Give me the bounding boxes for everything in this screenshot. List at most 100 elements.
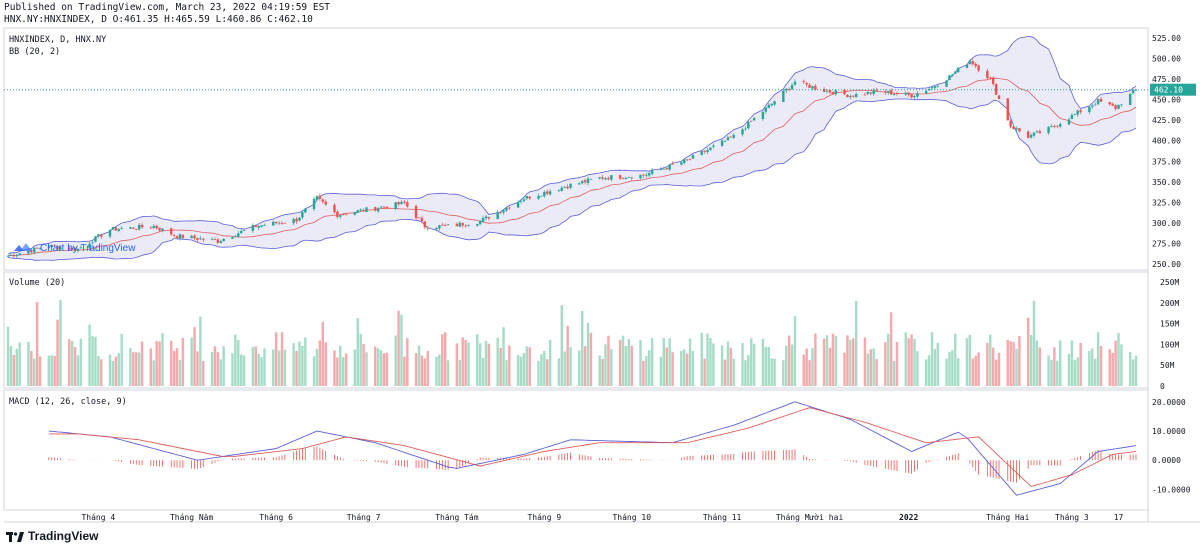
volume-bar <box>100 359 103 386</box>
candle-body <box>589 178 593 180</box>
volume-bar <box>210 351 214 386</box>
candle-body <box>257 226 260 228</box>
price-tick-label: 350.00 <box>1152 178 1181 187</box>
volume-bar <box>312 356 316 386</box>
candle-body <box>38 248 42 250</box>
candle-body <box>254 224 257 228</box>
volume-bar <box>382 353 386 386</box>
volume-tick-label: 100M <box>1160 340 1179 349</box>
volume-bar <box>234 334 237 386</box>
volume-bar <box>537 360 540 386</box>
bollinger-basis <box>7 77 1137 257</box>
candle-body <box>304 208 307 213</box>
bollinger-lower <box>7 98 1137 261</box>
volume-bar <box>467 342 470 386</box>
price-tick-label: 325.00 <box>1152 198 1181 207</box>
volume-bar <box>720 345 724 386</box>
candle-body <box>648 173 651 176</box>
candle-body <box>930 87 934 89</box>
volume-bar <box>1093 358 1097 386</box>
volume-bar <box>904 332 907 386</box>
volume-bar <box>954 333 957 386</box>
volume-bar <box>546 359 549 386</box>
volume-bar <box>140 341 144 386</box>
candle-body <box>94 236 97 242</box>
candle-body <box>627 177 631 178</box>
volume-bar <box>691 351 695 386</box>
candle-body <box>787 89 791 90</box>
volume-bar <box>12 354 16 386</box>
candle-body <box>1050 126 1053 127</box>
volume-bar <box>965 338 969 386</box>
candle-body <box>607 177 610 180</box>
volume-bar <box>583 346 587 386</box>
volume-bar <box>1120 344 1123 386</box>
volume-bar <box>802 354 805 386</box>
volume-bar <box>9 345 13 386</box>
candle-body <box>945 80 948 87</box>
candle-body <box>994 84 998 95</box>
volume-bar <box>341 357 345 386</box>
volume-bar <box>569 347 572 386</box>
time-axis-label: Tháng Mười hai <box>776 512 844 522</box>
candle-body <box>374 207 377 211</box>
volume-bar <box>420 355 424 386</box>
volume-bar <box>117 353 120 386</box>
candle-body <box>802 80 805 82</box>
volume-bar <box>618 339 622 386</box>
candle-body <box>1070 114 1074 120</box>
volume-bar <box>726 341 730 386</box>
ohlc-line: HNX.NY:HNXINDEX, D O:461.35 H:465.59 L:4… <box>4 14 313 25</box>
candle-body <box>193 235 196 239</box>
candle-body <box>1058 124 1062 127</box>
volume-bar <box>951 350 954 386</box>
candle-body <box>199 238 202 240</box>
candle-body <box>543 191 546 197</box>
volume-bar <box>770 358 773 386</box>
volume-bar <box>484 340 488 386</box>
candle-body <box>260 225 263 227</box>
volume-bar <box>199 316 202 386</box>
volume-bar <box>1006 339 1009 386</box>
candle-body <box>356 210 359 213</box>
volume-bar <box>178 360 182 386</box>
candle-body <box>213 239 217 240</box>
tradingview-logo-icon <box>6 531 24 542</box>
candle-body <box>280 223 284 224</box>
macd-tick-label: -10.0000 <box>1152 485 1191 494</box>
volume-bar <box>761 338 765 386</box>
volume-bar <box>464 340 467 386</box>
volume-bar <box>607 335 610 386</box>
volume-bar <box>974 355 977 386</box>
candle-body <box>1047 127 1050 133</box>
volume-bar <box>30 350 33 386</box>
price-tick-label: 300.00 <box>1152 219 1181 228</box>
volume-bar <box>563 351 566 386</box>
candle-body <box>76 248 80 251</box>
candle-body <box>1111 103 1114 106</box>
volume-bar <box>1038 347 1042 386</box>
volume-bar <box>785 345 788 386</box>
candle-body <box>152 225 155 229</box>
volume-bar <box>321 321 325 386</box>
candle-body <box>1079 110 1082 113</box>
volume-bar <box>750 338 753 386</box>
candle-body <box>843 89 846 95</box>
volume-bar <box>438 354 441 386</box>
volume-bar <box>557 358 561 386</box>
candle-body <box>172 234 176 236</box>
candle-body <box>242 230 246 231</box>
candle-body <box>117 229 120 231</box>
macd-tick-label: 10.0000 <box>1152 427 1186 436</box>
candle-body <box>869 92 872 94</box>
volume-bar <box>948 351 951 386</box>
volume-bar <box>295 350 298 386</box>
candle-body <box>222 238 225 242</box>
volume-bar <box>161 333 164 386</box>
candle-body <box>312 198 316 210</box>
volume-bar <box>747 355 750 386</box>
candle-body <box>15 254 18 257</box>
candle-body <box>97 234 100 237</box>
volume-bar <box>522 353 526 386</box>
